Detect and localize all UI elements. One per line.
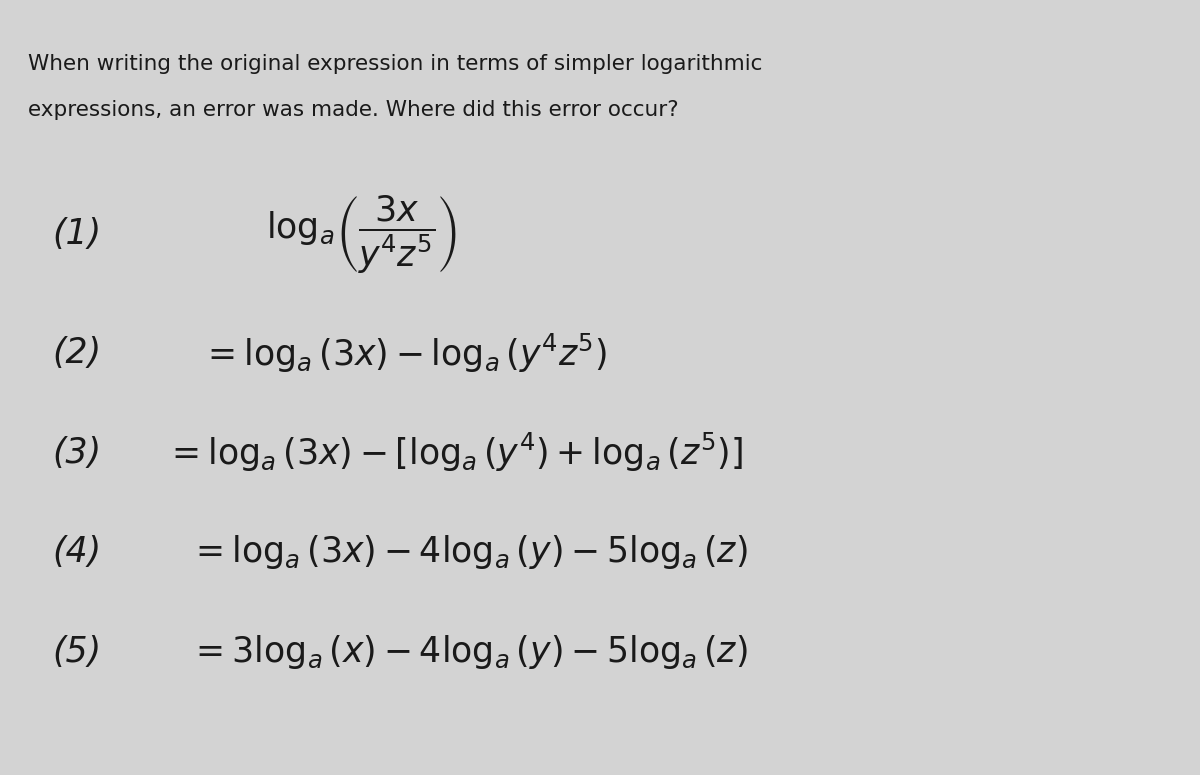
Text: $= \log_a(3x) - 4\log_a(y) - 5\log_a(z)$: $= \log_a(3x) - 4\log_a(y) - 5\log_a(z)$ [188,533,748,571]
Text: expressions, an error was made. Where did this error occur?: expressions, an error was made. Where di… [28,100,679,120]
Text: (3): (3) [52,436,101,470]
Text: When writing the original expression in terms of simpler logarithmic: When writing the original expression in … [28,54,762,74]
Text: $= \log_a(3x) - [\log_a(y^4) + \log_a(z^5)]$: $= \log_a(3x) - [\log_a(y^4) + \log_a(z^… [166,431,743,474]
Text: $\log_a\!\left(\dfrac{3x}{y^4z^5}\right)$: $\log_a\!\left(\dfrac{3x}{y^4z^5}\right)… [266,193,457,275]
Text: $= 3\log_a(x) - 4\log_a(y) - 5\log_a(z)$: $= 3\log_a(x) - 4\log_a(y) - 5\log_a(z)$ [188,633,748,671]
Text: (1): (1) [52,217,101,251]
Text: (4): (4) [52,536,101,570]
Text: (5): (5) [52,635,101,669]
Text: $= \log_a(3x) - \log_a(y^4z^5)$: $= \log_a(3x) - \log_a(y^4z^5)$ [200,332,607,374]
Text: (2): (2) [52,336,101,370]
